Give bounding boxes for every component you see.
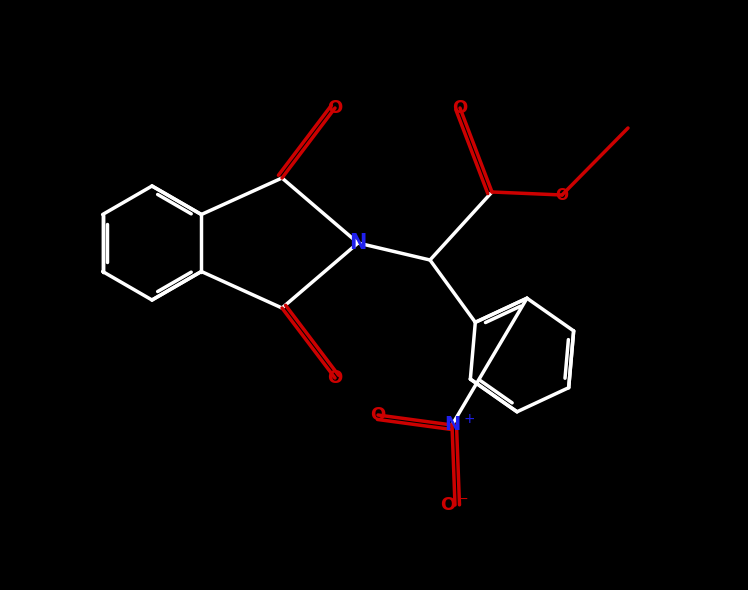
Text: O: O <box>328 369 343 387</box>
Text: N: N <box>349 233 367 253</box>
Text: O: O <box>328 99 343 117</box>
Text: O: O <box>453 99 468 117</box>
Text: O: O <box>370 406 386 424</box>
Text: O: O <box>556 188 568 202</box>
Text: N$^+$: N$^+$ <box>444 414 476 435</box>
Text: O$^-$: O$^-$ <box>441 496 470 514</box>
